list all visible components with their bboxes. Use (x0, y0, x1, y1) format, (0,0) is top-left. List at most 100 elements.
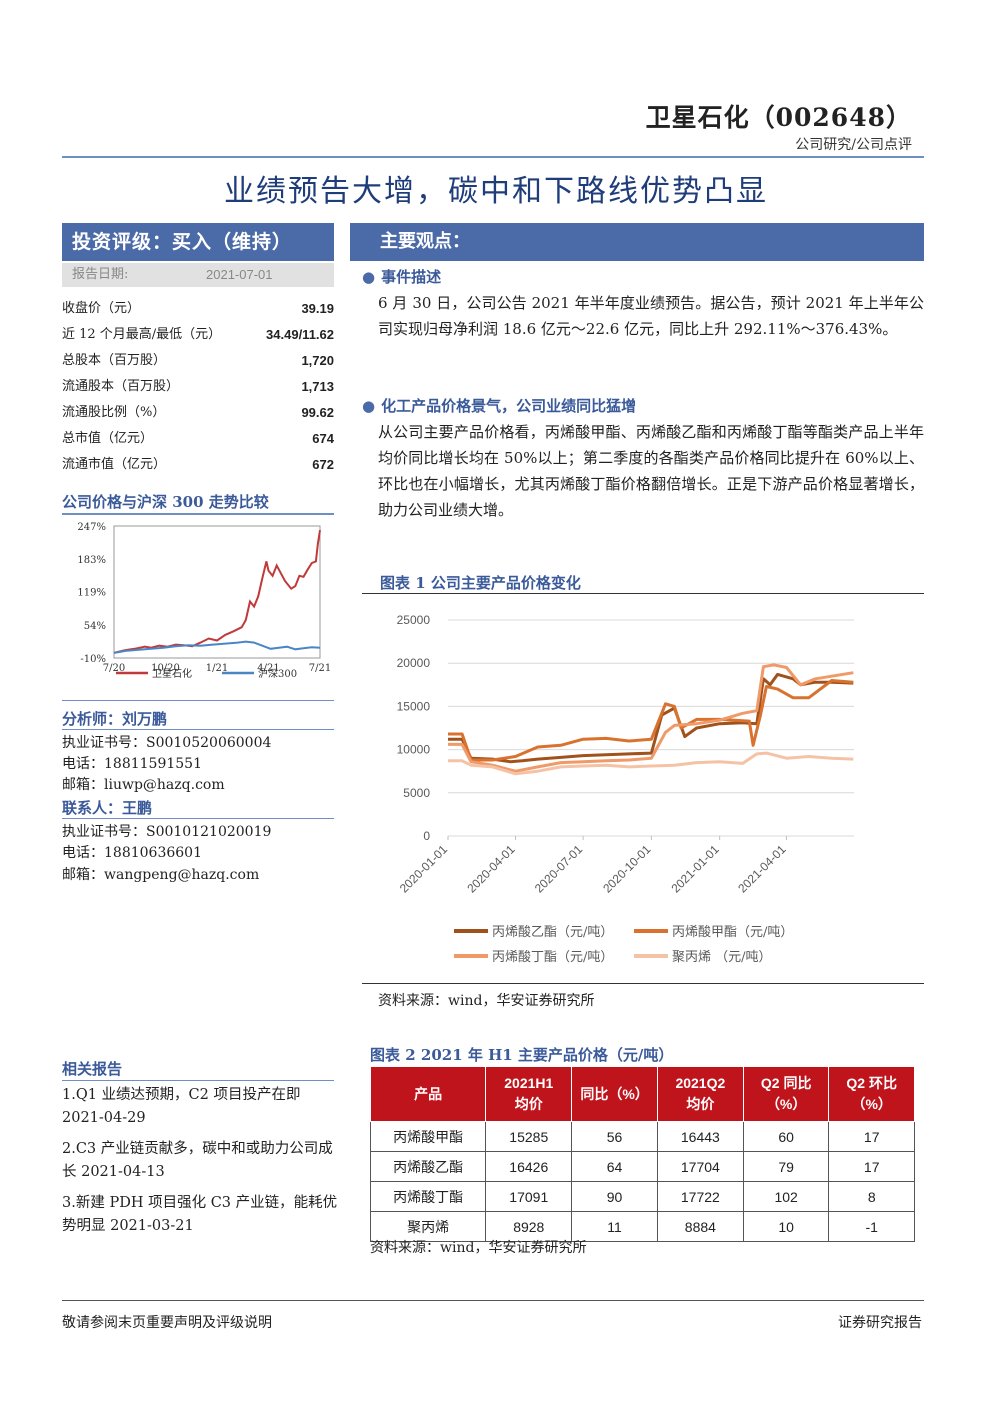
stat-label: 总股本（百万股） (62, 353, 167, 368)
bullet-icon: ● (362, 268, 376, 286)
table-cell: 90 (571, 1181, 658, 1212)
table-row: 丙烯酸乙酯 16426 64 17704 79 17 (369, 1151, 915, 1182)
date-bar: 报告日期: 2021-07-01 (62, 263, 334, 287)
y-tick-label: -10% (80, 654, 106, 665)
analyst-phone: 电话：18811591551 (62, 756, 202, 772)
table-row: 聚丙烯 8928 11 8884 10 -1 (369, 1211, 915, 1242)
table-header-cell: Q2 同比 （%） (742, 1066, 830, 1122)
table-header-row: 产品 2021H1 均价 同比（%） 2021Q2 均价 Q2 同比 （%） Q2 环比 … (369, 1066, 915, 1122)
figure1-title: 图表 1 公司主要产品价格变化 (380, 574, 581, 592)
header-divider (62, 156, 924, 158)
table-cell: 10 (742, 1211, 830, 1242)
related-reports-title: 相关报告 (62, 1060, 123, 1078)
contact-cert: 执业证书号：S0010121020019 (62, 824, 272, 840)
y-tick-label: 15000 (397, 699, 431, 713)
report-category: 公司研究/公司点评 (795, 137, 912, 153)
legend-label: 聚丙烯 （元/吨） (672, 950, 772, 965)
stat-label: 收盘价（元） (62, 301, 141, 316)
x-tick-label: 2020-07-01 (532, 842, 586, 896)
contact-label: 联系人：王鹏 (62, 799, 153, 817)
figure1-top-rule (362, 593, 924, 594)
stat-label: 流通市值（亿元） (62, 457, 167, 472)
y-tick-label: 54% (84, 621, 106, 632)
x-tick-label: 2021-04-01 (735, 842, 789, 896)
x-tick-label: 2020-10-01 (600, 842, 654, 896)
y-tick-label: 247% (77, 522, 106, 533)
stock-chart-title: 公司价格与沪深 300 走势比较 (62, 493, 269, 511)
table-header-cell: 2021Q2 均价 (656, 1066, 744, 1122)
figure1-source: 资料来源：wind，华安证券研究所 (378, 993, 595, 1009)
analyst-email[interactable]: 邮箱：liuwp@hazq.com (62, 777, 225, 793)
table-cell: 56 (571, 1121, 658, 1152)
stat-label: 近 12 个月最高/最低（元） (62, 327, 222, 342)
table-cell: -1 (828, 1211, 915, 1242)
stat-value: 34.49/11.62 (266, 327, 334, 342)
stat-row: 收盘价（元） 39.19 (62, 296, 334, 322)
stat-row: 近 12 个月最高/最低（元） 34.49/11.62 (62, 322, 334, 348)
company-price-line (113, 529, 321, 654)
stat-row: 总市值（亿元） 674 (62, 426, 334, 452)
plot-frame (113, 525, 321, 659)
company-name: 卫星石化（002648） (645, 103, 912, 132)
table-cell: 11 (571, 1211, 658, 1242)
table-cell: 15285 (485, 1121, 573, 1152)
section-event-title: ● 事件描述 (362, 268, 442, 286)
section-event-body: 6 月 30 日，公司公告 2021 年半年度业绩预告。据公告，预计 2021 … (378, 294, 924, 338)
y-tick-label: 10000 (397, 743, 431, 757)
table-cell: 8928 (485, 1211, 573, 1242)
series-line (448, 679, 854, 762)
legend-label: 沪深300 (258, 667, 297, 680)
report-title: 业绩预告大增，碳中和下路线优势凸显 (224, 174, 768, 209)
contact-email[interactable]: 邮箱：wangpeng@hazq.com (62, 867, 260, 883)
contact-divider (62, 818, 334, 819)
related-report-item[interactable]: 2.C3 产业链贡献多，碳中和或助力公司成长 2021-04-13 (62, 1141, 333, 1180)
stat-label: 流通股本（百万股） (62, 379, 180, 394)
footer-report-type: 证券研究报告 (838, 1315, 922, 1331)
y-tick-label: 20000 (397, 656, 431, 670)
report-date: 2021-07-01 (206, 267, 273, 282)
figure1-bottom-rule (362, 983, 924, 984)
x-tick-label: 2021-01-01 (668, 842, 722, 896)
stat-value: 1,720 (301, 353, 334, 368)
table-cell: 17091 (485, 1181, 573, 1212)
product-price-table: 产品 2021H1 均价 同比（%） 2021Q2 均价 Q2 同比 （%） Q2 环比 … (369, 1066, 915, 1242)
x-tick-label: 2020-04-01 (464, 842, 518, 896)
stock-price-chart: 247% 183% 119% 54% -10%7/20 10/20 1/21 4/21 7/21… (77, 522, 331, 680)
table-cell: 17 (828, 1121, 915, 1152)
stat-value: 674 (312, 431, 334, 446)
table-row: 丙烯酸甲酯 15285 56 16443 60 17 (369, 1121, 915, 1152)
table-header-cell: 产品 (369, 1066, 487, 1122)
legend-label: 丙烯酸乙酯（元/吨） (492, 925, 613, 940)
section-price-title: ● 化工产品价格景气，公司业绩同比猛增 (362, 397, 637, 415)
table-cell: 丙烯酸甲酯 (369, 1121, 487, 1152)
table-cell: 64 (571, 1151, 658, 1182)
stat-row: 流通股比例（%） 99.62 (62, 400, 334, 426)
y-tick-label: 119% (77, 588, 106, 599)
table-row: 丙烯酸丁酯 17091 90 17722 102 8 (369, 1181, 915, 1212)
stat-value: 672 (312, 457, 334, 472)
footer-divider (62, 1300, 924, 1301)
stat-row: 流通股本（百万股） 1,713 (62, 374, 334, 400)
contact-phone: 电话：18810636601 (62, 845, 202, 861)
table-cell: 8 (828, 1181, 915, 1212)
index-price-line (113, 640, 321, 654)
related-report-item[interactable]: 3.新建 PDH 项目强化 C3 产业链，能耗优势明显 2021-03-21 (62, 1195, 338, 1234)
date-label: 报告日期: (72, 267, 129, 282)
x-tick-label: 10/20 (151, 663, 180, 674)
table-cell: 16443 (656, 1121, 744, 1152)
table-cell: 丙烯酸丁酯 (369, 1181, 487, 1212)
x-tick-label: 2020-01-01 (397, 842, 451, 896)
table-cell: 17704 (656, 1151, 744, 1182)
table-header-cell: 同比（%） (571, 1066, 658, 1122)
table-header-cell: Q2 环比 （%） (828, 1066, 915, 1122)
series-line (448, 751, 854, 776)
table-cell: 17 (828, 1151, 915, 1182)
rating-bar: 投资评级：买入（维持） (62, 223, 334, 261)
x-tick-label: 4/21 (257, 663, 279, 674)
bullet-icon: ● (362, 397, 376, 415)
y-tick-label: 25000 (397, 613, 431, 627)
chart-bottom-line (62, 700, 334, 701)
x-tick-label: 1/21 (206, 663, 228, 674)
related-report-item[interactable]: 1.Q1 业绩达预期，C2 项目投产在即 2021-04-29 (62, 1087, 301, 1126)
